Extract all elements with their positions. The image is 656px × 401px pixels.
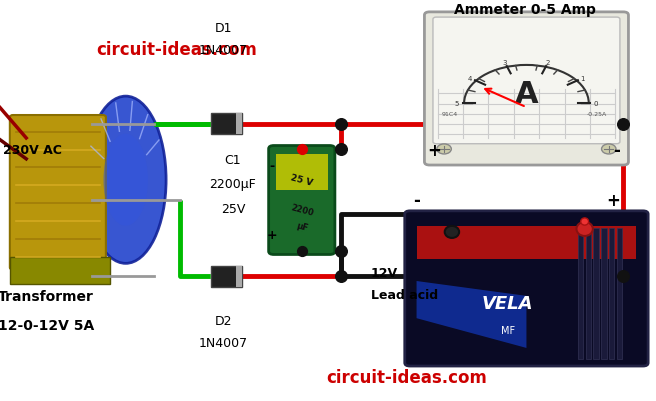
Text: Transformer: Transformer [0,290,94,304]
Text: circuit-ideas.com: circuit-ideas.com [326,368,487,386]
Point [297,248,307,255]
Polygon shape [417,282,526,348]
Point [297,146,307,153]
Point [336,273,346,280]
Bar [609,228,615,359]
Text: +: + [427,142,441,159]
Text: C1: C1 [224,154,241,167]
Text: 1N4007: 1N4007 [199,336,247,349]
Text: 12-0-12V 5A: 12-0-12V 5A [0,318,94,332]
Bar [417,227,636,259]
Point [336,248,346,255]
Text: -0.25A: -0.25A [587,112,607,117]
Text: 2200μF: 2200μF [209,178,256,191]
Text: circuit-ideas.com: circuit-ideas.com [96,41,258,59]
Text: A: A [514,79,539,108]
Text: 2200: 2200 [289,203,314,218]
Text: 0: 0 [594,101,598,107]
Text: -: - [613,142,620,159]
Text: 1: 1 [581,76,585,82]
Bar [276,154,328,190]
FancyBboxPatch shape [269,146,335,255]
Point [618,273,628,280]
Text: 25 V: 25 V [290,173,314,188]
Bar [10,257,110,285]
Text: Ammeter 0-5 Amp: Ammeter 0-5 Amp [454,3,596,17]
Text: 4: 4 [468,76,472,82]
Text: +: + [606,192,621,209]
Text: VELA: VELA [482,295,533,312]
Point [336,121,346,128]
Text: 12V: 12V [371,266,398,279]
FancyBboxPatch shape [424,13,628,166]
Bar [211,114,242,135]
Text: D1: D1 [215,22,232,34]
Bar [236,114,242,135]
Text: 25V: 25V [220,202,245,215]
Ellipse shape [602,145,616,154]
Text: 5: 5 [455,101,459,107]
Bar [586,228,591,359]
Ellipse shape [104,134,148,226]
Bar [617,228,623,359]
Bar [602,228,607,359]
Text: MF: MF [501,325,515,335]
Text: 1N4007: 1N4007 [199,44,247,57]
Ellipse shape [445,226,459,238]
Point [618,121,628,128]
Text: μF: μF [295,221,309,233]
FancyBboxPatch shape [405,211,648,366]
Text: D2: D2 [215,314,232,327]
Ellipse shape [577,222,593,237]
Bar [236,266,242,287]
Text: 91C4: 91C4 [441,112,457,117]
Bar [578,228,583,359]
Ellipse shape [581,218,588,225]
Text: -: - [413,192,420,209]
Text: 3: 3 [502,60,507,66]
Text: Lead acid: Lead acid [371,288,438,301]
Text: 230V AC: 230V AC [3,144,62,157]
Text: +: + [267,228,277,241]
Bar [211,266,242,287]
Ellipse shape [85,97,166,264]
Text: 2: 2 [546,60,550,66]
FancyBboxPatch shape [433,18,620,144]
Ellipse shape [437,145,451,154]
Point [336,146,346,153]
Bar [594,228,599,359]
Text: -: - [270,160,275,173]
FancyBboxPatch shape [10,116,106,270]
